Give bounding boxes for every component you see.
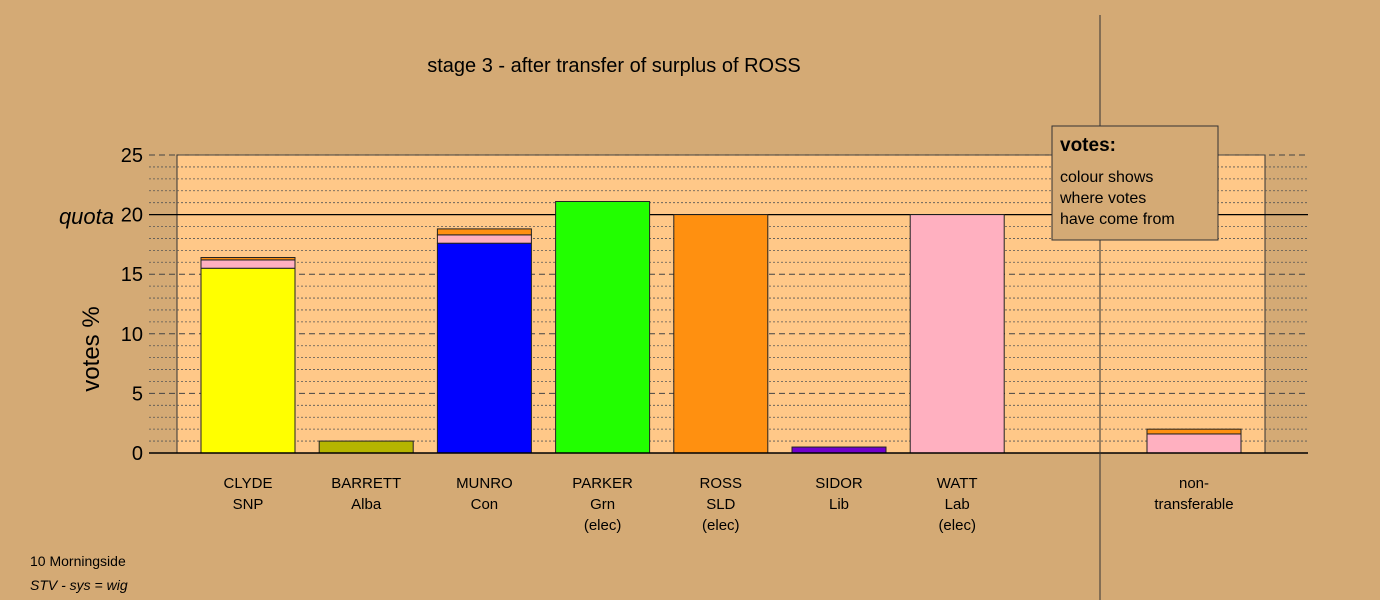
y-tick-label: 25 — [121, 145, 143, 167]
bar-segment-alba — [318, 440, 414, 454]
x-tick-label-ross: (elec) — [702, 517, 740, 534]
legend: votes: colour shows where votes have com… — [1051, 125, 1219, 241]
bar-segment-sld — [1146, 428, 1242, 435]
bar-segment-lab — [1146, 433, 1242, 454]
legend-line-1: colour shows — [1060, 169, 1153, 186]
y-tick-label: 5 — [132, 383, 143, 405]
x-tick-label-parker: (elec) — [584, 517, 622, 534]
x-tick-label-sidor: Lib — [829, 496, 849, 513]
district-label: 10 Morningside — [30, 553, 126, 569]
bar-barrett — [318, 440, 414, 454]
x-tick-label-ross: ROSS — [700, 475, 743, 492]
bar-watt — [909, 214, 1005, 454]
bar-segment-sld — [673, 214, 769, 454]
y-axis: 0 5 10 15 20 25 — [121, 145, 143, 465]
x-tick-label-clyde: CLYDE — [224, 475, 273, 492]
x-axis-labels: CLYDE SNP BARRETT Alba MUNRO Con PARKER Grn (ele… — [149, 452, 1308, 534]
bar-segment-lab — [200, 259, 296, 269]
x-tick-label-barrett: BARRETT — [331, 475, 401, 492]
y-tick-label: 0 — [132, 443, 143, 465]
bar-segment-lab — [909, 214, 1005, 454]
bar-segment-snp — [200, 267, 296, 454]
chart-title: stage 3 - after transfer of surplus of R… — [427, 55, 801, 77]
x-tick-label-watt: Lab — [945, 496, 970, 513]
x-tick-label-barrett: Alba — [351, 496, 382, 513]
bar-segment-con — [436, 242, 532, 454]
x-tick-label-parker: PARKER — [572, 475, 633, 492]
y-tick-label: 10 — [121, 324, 143, 346]
x-tick-label-nontransferable: transferable — [1154, 496, 1233, 513]
quota-label: quota — [59, 204, 114, 229]
y-tick-label: 20 — [121, 205, 143, 227]
system-label: STV - sys = wig — [30, 577, 128, 593]
bar-segment-grn — [555, 200, 651, 454]
bar-parker — [555, 200, 651, 454]
bar-segment-sld — [436, 228, 532, 236]
bar-segment-sld — [200, 257, 296, 261]
x-tick-label-ross: SLD — [706, 496, 735, 513]
legend-title: votes: — [1060, 135, 1116, 156]
bar-munro — [436, 228, 532, 454]
y-tick-label: 15 — [121, 264, 143, 286]
x-tick-label-watt: WATT — [937, 475, 978, 492]
x-tick-label-parker: Grn — [590, 496, 615, 513]
x-tick-label-sidor: SIDOR — [815, 475, 863, 492]
legend-line-2: where votes — [1059, 190, 1146, 207]
legend-line-3: have come from — [1060, 211, 1175, 228]
x-tick-label-munro: MUNRO — [456, 475, 513, 492]
bar-segment-lab — [436, 234, 532, 244]
bar-ross — [673, 214, 769, 454]
bars — [200, 200, 1242, 454]
x-tick-label-clyde: SNP — [233, 496, 264, 513]
bar-sidor — [791, 446, 887, 454]
y-axis-label: votes % — [78, 306, 105, 391]
bar-nontransferable — [1146, 428, 1242, 454]
x-tick-label-nontransferable: non- — [1179, 475, 1209, 492]
x-tick-label-munro: Con — [471, 496, 499, 513]
bar-clyde — [200, 257, 296, 454]
x-tick-label-watt: (elec) — [938, 517, 976, 534]
bar-segment-lib — [791, 446, 887, 454]
